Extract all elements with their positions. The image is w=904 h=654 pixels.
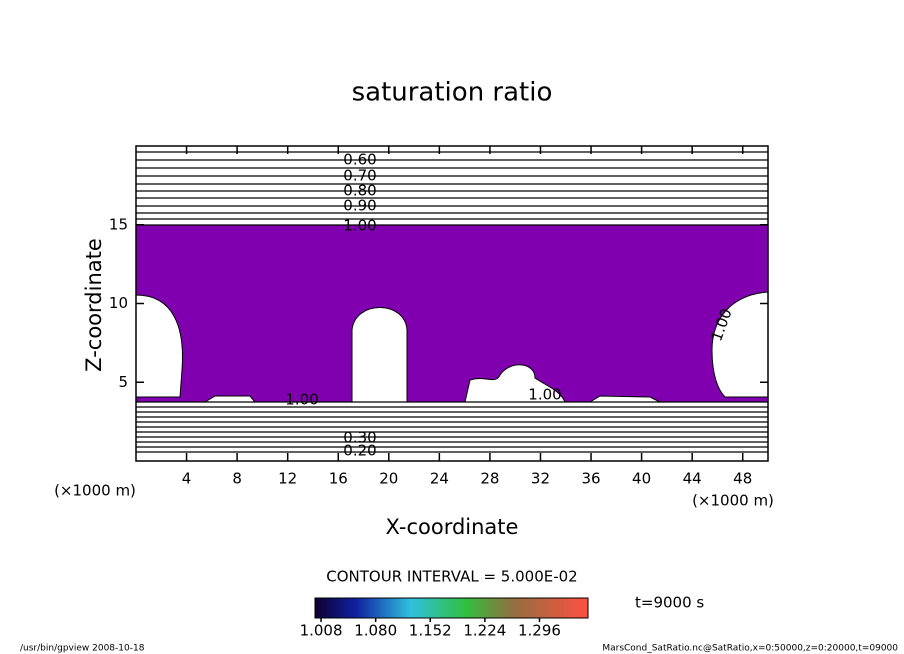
contour-label: 0.20 <box>343 442 376 460</box>
contour-lines <box>136 151 768 453</box>
x-tick-label: 4 <box>182 470 192 488</box>
colorbar-tick-label: 1.152 <box>409 622 452 640</box>
contour-label: 0.60 <box>343 151 376 169</box>
supersaturated-region <box>136 225 768 402</box>
x-tick-label: 20 <box>379 470 398 488</box>
x-tick-label: 28 <box>480 470 499 488</box>
x-tick-label: 24 <box>430 470 449 488</box>
x-tick-label: 40 <box>632 470 651 488</box>
x-tick-label: 16 <box>329 470 348 488</box>
x-tick-label: 8 <box>232 470 242 488</box>
subsaturated-blob <box>135 294 183 398</box>
contour-label: 1.00 <box>528 386 561 404</box>
y-axis-label: Z-coordinate <box>82 238 106 372</box>
x-tick-label: 44 <box>683 470 702 488</box>
colorbar-tick-label: 1.296 <box>518 622 561 640</box>
subsaturated-blob <box>711 291 769 398</box>
footer-left: /usr/bin/gpview 2008-10-18 <box>20 644 145 654</box>
chart-title: saturation ratio <box>352 78 553 108</box>
x-tick-label: 36 <box>581 470 600 488</box>
x-tick-label: 32 <box>531 470 550 488</box>
y-tick-label: 15 <box>109 215 128 233</box>
contour-label: 1.00 <box>343 217 376 235</box>
x-unit: (×1000 m) <box>692 492 774 510</box>
colorbar-tick-label: 1.224 <box>463 622 506 640</box>
x-tick-label: 12 <box>278 470 297 488</box>
x-axis-label: X-coordinate <box>386 515 519 539</box>
contour-interval: CONTOUR INTERVAL = 5.000E-02 <box>326 568 577 586</box>
contour-label: 0.80 <box>343 182 376 200</box>
contour-label: 1.00 <box>285 391 318 409</box>
colorbar-tick-label: 1.008 <box>300 622 343 640</box>
contour-label: 0.70 <box>343 167 376 185</box>
contour-label: 0.30 <box>343 429 376 447</box>
y-tick-label: 10 <box>109 294 128 312</box>
contour-field <box>135 225 769 403</box>
colorbar-tick-label: 1.080 <box>354 622 397 640</box>
y-unit: (×1000 m) <box>54 482 136 500</box>
colorbar <box>314 597 589 619</box>
subsaturated-blob <box>464 364 566 403</box>
subsaturated-blob <box>351 307 408 403</box>
contour-label: 0.90 <box>343 197 376 215</box>
y-tick-label: 5 <box>118 373 128 391</box>
x-tick-label: 48 <box>733 470 752 488</box>
time-label: t=9000 s <box>635 594 704 612</box>
footer-right: MarsCond_SatRatio.nc@SatRatio,x=0:50000,… <box>602 644 898 654</box>
